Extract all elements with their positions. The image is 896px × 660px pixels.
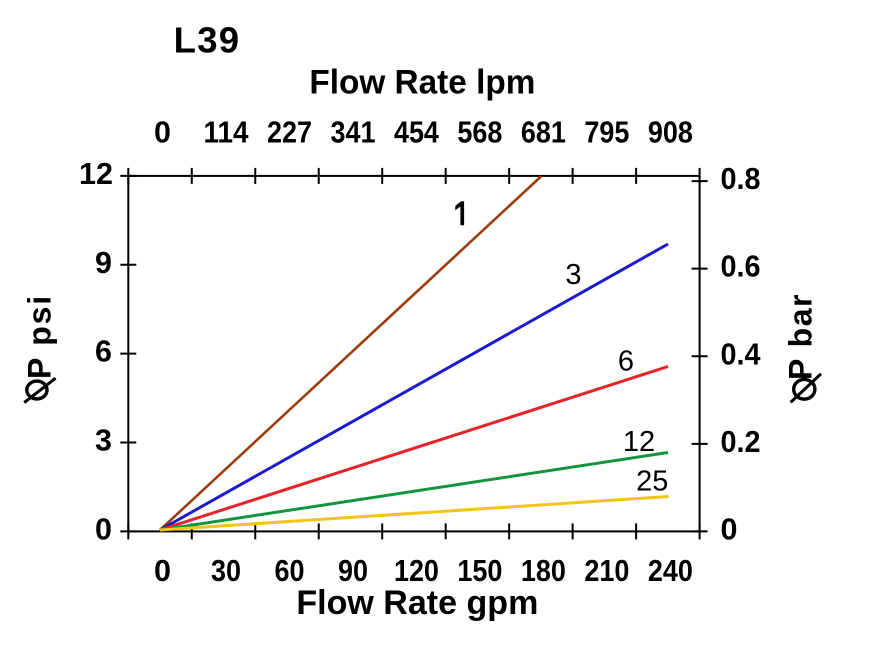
- svg-text:9: 9: [95, 246, 112, 280]
- svg-text:0: 0: [721, 512, 738, 546]
- svg-text:227: 227: [267, 116, 312, 150]
- svg-text:Flow Rate lpm: Flow Rate lpm: [309, 63, 535, 101]
- svg-text:240: 240: [648, 554, 693, 588]
- svg-text:12: 12: [79, 157, 113, 191]
- svg-text:210: 210: [584, 554, 629, 588]
- svg-text:P psi: P psi: [22, 294, 58, 379]
- svg-text:90: 90: [338, 554, 368, 588]
- svg-text:L39: L39: [174, 20, 241, 61]
- svg-text:180: 180: [521, 554, 566, 588]
- svg-text:0.4: 0.4: [721, 337, 761, 371]
- svg-text:568: 568: [457, 116, 502, 150]
- svg-text:120: 120: [394, 554, 439, 588]
- svg-text:0: 0: [154, 554, 171, 588]
- svg-text:681: 681: [521, 116, 566, 150]
- svg-text:12: 12: [623, 426, 655, 458]
- svg-text:0.2: 0.2: [721, 425, 761, 459]
- svg-text:0: 0: [95, 512, 112, 546]
- svg-text:908: 908: [648, 116, 693, 150]
- svg-text:0.6: 0.6: [721, 250, 761, 284]
- svg-text:795: 795: [584, 116, 629, 150]
- svg-text:0.8: 0.8: [721, 162, 761, 196]
- svg-text:30: 30: [211, 554, 241, 588]
- svg-text:Flow Rate gpm: Flow Rate gpm: [296, 584, 538, 622]
- svg-text:0: 0: [154, 116, 171, 150]
- svg-text:6: 6: [618, 346, 634, 378]
- svg-text:454: 454: [394, 116, 439, 150]
- svg-text:60: 60: [274, 554, 304, 588]
- svg-text:150: 150: [457, 554, 502, 588]
- svg-text:3: 3: [565, 259, 581, 291]
- svg-text:P bar: P bar: [783, 293, 819, 380]
- svg-text:25: 25: [636, 465, 668, 497]
- svg-text:114: 114: [204, 116, 249, 150]
- svg-text:341: 341: [330, 116, 375, 150]
- svg-text:3: 3: [95, 424, 112, 458]
- svg-text:6: 6: [95, 335, 112, 369]
